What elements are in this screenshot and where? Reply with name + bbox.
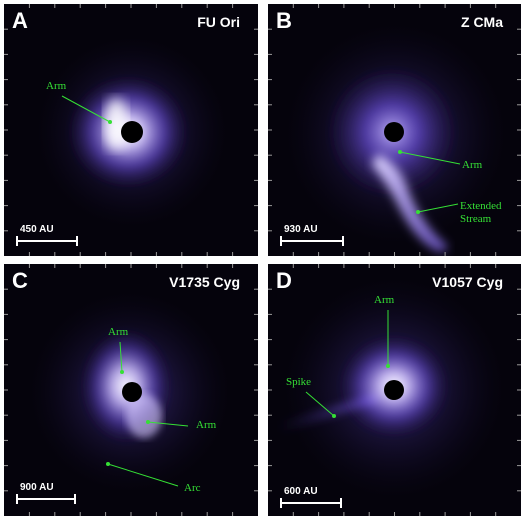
object-name: Z CMa (461, 14, 503, 30)
scale-label: 450 AU (20, 224, 54, 235)
object-name: FU Ori (197, 14, 240, 30)
annotation-arm-1: Arm (108, 326, 129, 338)
scale-label: 930 AU (284, 224, 318, 235)
scale-label: 900 AU (20, 482, 54, 493)
annotation-arm-2: Arm (196, 419, 217, 431)
annotation-arm: Arm (46, 80, 67, 92)
panel-b-z-cma: B Z CMa Arm Extended Stream 930 AU (268, 4, 521, 256)
annotation-stream: Stream (460, 213, 492, 225)
panel-d-v1057-cyg: D V1057 Cyg Arm Spike 600 AU (268, 264, 521, 516)
z-cma-occulting-mask (384, 122, 404, 142)
scale-bar: 450 AU (16, 224, 78, 246)
extended-stream-glow (372, 154, 448, 252)
v1735-cyg-image (30, 292, 230, 492)
v1057-occulting-mask (384, 380, 404, 400)
object-name: V1057 Cyg (432, 274, 503, 290)
panel-letter: A (12, 8, 28, 33)
z-cma-image (286, 24, 506, 252)
object-name: V1735 Cyg (169, 274, 240, 290)
annotation-spike: Spike (286, 376, 312, 388)
panel-letter: D (276, 268, 292, 293)
fu-ori-image (37, 37, 227, 227)
scale-bar: 930 AU (280, 224, 344, 246)
fu-ori-occulting-mask (121, 121, 143, 143)
v1057-cyg-image (278, 278, 504, 498)
panel-letter: B (276, 8, 292, 33)
panel-a-fu-ori: A FU Ori Arm 450 AU (4, 4, 258, 256)
panel-c-v1735-cyg: C V1735 Cyg Arm Arm Arc 900 AU (4, 264, 258, 516)
v1735-occulting-mask (122, 382, 142, 402)
scale-bar: 600 AU (280, 486, 342, 508)
annotation-arm: Arm (462, 159, 483, 171)
scale-bar: 900 AU (16, 482, 76, 504)
annotation-arc: Arc (184, 482, 201, 494)
scale-label: 600 AU (284, 486, 318, 497)
annotation-arm: Arm (374, 294, 395, 306)
fu-ori-arm-glow (104, 98, 128, 150)
annotation-extended: Extended (460, 200, 502, 212)
panel-letter: C (12, 268, 28, 293)
